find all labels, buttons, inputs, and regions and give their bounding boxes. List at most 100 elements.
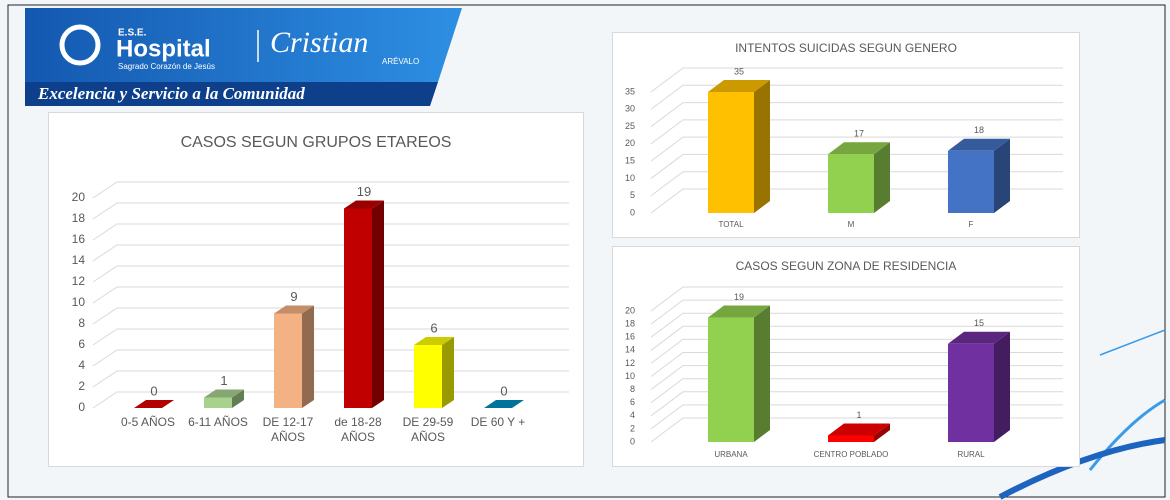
bar: [274, 305, 314, 408]
chart: CASOS SEGUN ZONA DE RESIDENCIA 0 2 4 6 8 10 12 1…: [625, 259, 1063, 446]
grid-line: [92, 328, 569, 346]
chart: INTENTOS SUICIDAS SEGUN GENERO 0 5 10 15 20 25…: [625, 41, 1063, 217]
bar-side: [754, 305, 770, 442]
y-tick-label: 30: [625, 104, 635, 114]
bar-front: [828, 154, 874, 213]
grid-line: [650, 67, 1063, 93]
chart-panel: CASOS SEGUN ZONA DE RESIDENCIA 0 2 4 6 8 10 12 1…: [612, 246, 1080, 467]
y-tick-label: 10: [72, 295, 86, 309]
bar: [828, 142, 890, 213]
grid-line: [650, 299, 1063, 325]
y-tick-label: 15: [625, 156, 635, 166]
grid-line: [650, 119, 1063, 145]
bar-front: [414, 345, 442, 408]
y-tick-label: 2: [630, 423, 635, 433]
chart-title: CASOS SEGUN GRUPOS ETAREOS: [181, 134, 452, 151]
y-tick-label: 14: [625, 345, 635, 355]
bar-top: [134, 400, 174, 408]
bar-side: [232, 389, 244, 408]
bar-front: [948, 150, 994, 213]
y-tick-label: 4: [630, 410, 635, 420]
bar-top: [948, 138, 1010, 151]
bar-side: [372, 200, 384, 408]
bar: [484, 400, 524, 408]
y-tick-label: 18: [625, 318, 635, 328]
y-tick-label: 6: [630, 397, 635, 407]
y-tick-label: 0: [630, 207, 635, 217]
chart-title: CASOS SEGUN ZONA DE RESIDENCIA: [736, 259, 957, 273]
grid-line: [650, 102, 1063, 127]
grid-line: [92, 307, 569, 325]
x-tick-label: DE 29-59 AÑOS: [402, 415, 454, 444]
y-tick-label: 0: [630, 436, 635, 446]
y-tick-label: 16: [625, 332, 635, 342]
bar: [708, 80, 770, 213]
y-tick-label: 12: [72, 274, 86, 288]
x-tick-label: DE 60 Y +: [470, 415, 526, 429]
x-tick-label: 6-11 AÑOS: [188, 415, 248, 429]
bar-front: [274, 313, 302, 408]
chart-panel: INTENTOS SUICIDAS SEGUN GENERO 0 5 10 15 20 25…: [612, 32, 1080, 238]
grid-line: [650, 404, 1063, 430]
y-tick-label: 35: [625, 86, 635, 96]
grid-line: [650, 391, 1063, 417]
bar-top: [708, 305, 770, 318]
chart-panel: CASOS SEGUN GRUPOS ETAREOS 0 2 4 6 8 10 12 14 16 1…: [48, 112, 584, 467]
value-label: 1: [220, 373, 227, 388]
value-label: 19: [734, 292, 744, 302]
bar: [708, 305, 770, 442]
grid-line: [650, 171, 1063, 197]
y-tick-label: 16: [72, 232, 86, 246]
bar-side: [874, 423, 890, 442]
bar-top: [414, 337, 454, 345]
x-tick-label: TOTAL: [718, 220, 744, 229]
y-tick-label: 20: [72, 190, 86, 204]
tagline-strip: [25, 82, 438, 106]
y-tick-label: 20: [625, 138, 635, 148]
grid-line: [650, 312, 1063, 338]
grid-line: [92, 349, 569, 367]
bar-side: [442, 337, 454, 408]
swoosh: [1099, 329, 1166, 356]
bar: [948, 138, 1010, 213]
x-tick-label: RURAL: [957, 450, 985, 459]
y-tick-label: 25: [625, 121, 635, 131]
bar-top: [204, 389, 244, 398]
y-tick-label: 10: [625, 173, 635, 183]
x-tick-label: URBANA: [714, 450, 748, 459]
y-tick-label: 0: [78, 400, 85, 414]
chart-title: INTENTOS SUICIDAS SEGUN GENERO: [735, 41, 957, 55]
grid-line: [650, 153, 1063, 179]
bar: [204, 389, 244, 408]
bar-top: [274, 305, 314, 314]
bar-side: [754, 80, 770, 213]
value-label: 1: [856, 410, 861, 420]
bar-front: [708, 92, 754, 213]
value-label: 17: [854, 129, 864, 139]
bar-front: [708, 317, 754, 442]
grid-line: [650, 84, 1063, 110]
value-label: 35: [734, 66, 744, 76]
x-tick-label: DE 12-17 AÑOS: [262, 415, 314, 444]
value-label: 0: [500, 383, 507, 398]
y-tick-label: 8: [630, 384, 635, 394]
grid-line: [92, 286, 569, 304]
swoosh: [1088, 398, 1166, 471]
value-label: 0: [150, 383, 157, 398]
x-tick-label: 0-5 AÑOS: [120, 415, 176, 429]
grid-line: [92, 244, 569, 262]
bar-side: [874, 142, 890, 213]
bar-side: [302, 305, 314, 408]
value-label: 6: [430, 320, 437, 335]
banner: [25, 8, 462, 82]
grid-line: [650, 352, 1063, 377]
tagline: Excelencia y Servicio a la Comunidad: [37, 84, 305, 103]
chart: CASOS SEGUN GRUPOS ETAREOS02468101214161…: [72, 134, 569, 414]
grid-line: [650, 338, 1063, 364]
bar-front: [204, 397, 232, 408]
bar-top: [828, 423, 890, 436]
y-tick-label: 6: [78, 337, 85, 351]
signature-sub: ARÉVALO: [382, 57, 419, 66]
bar: [828, 423, 890, 442]
